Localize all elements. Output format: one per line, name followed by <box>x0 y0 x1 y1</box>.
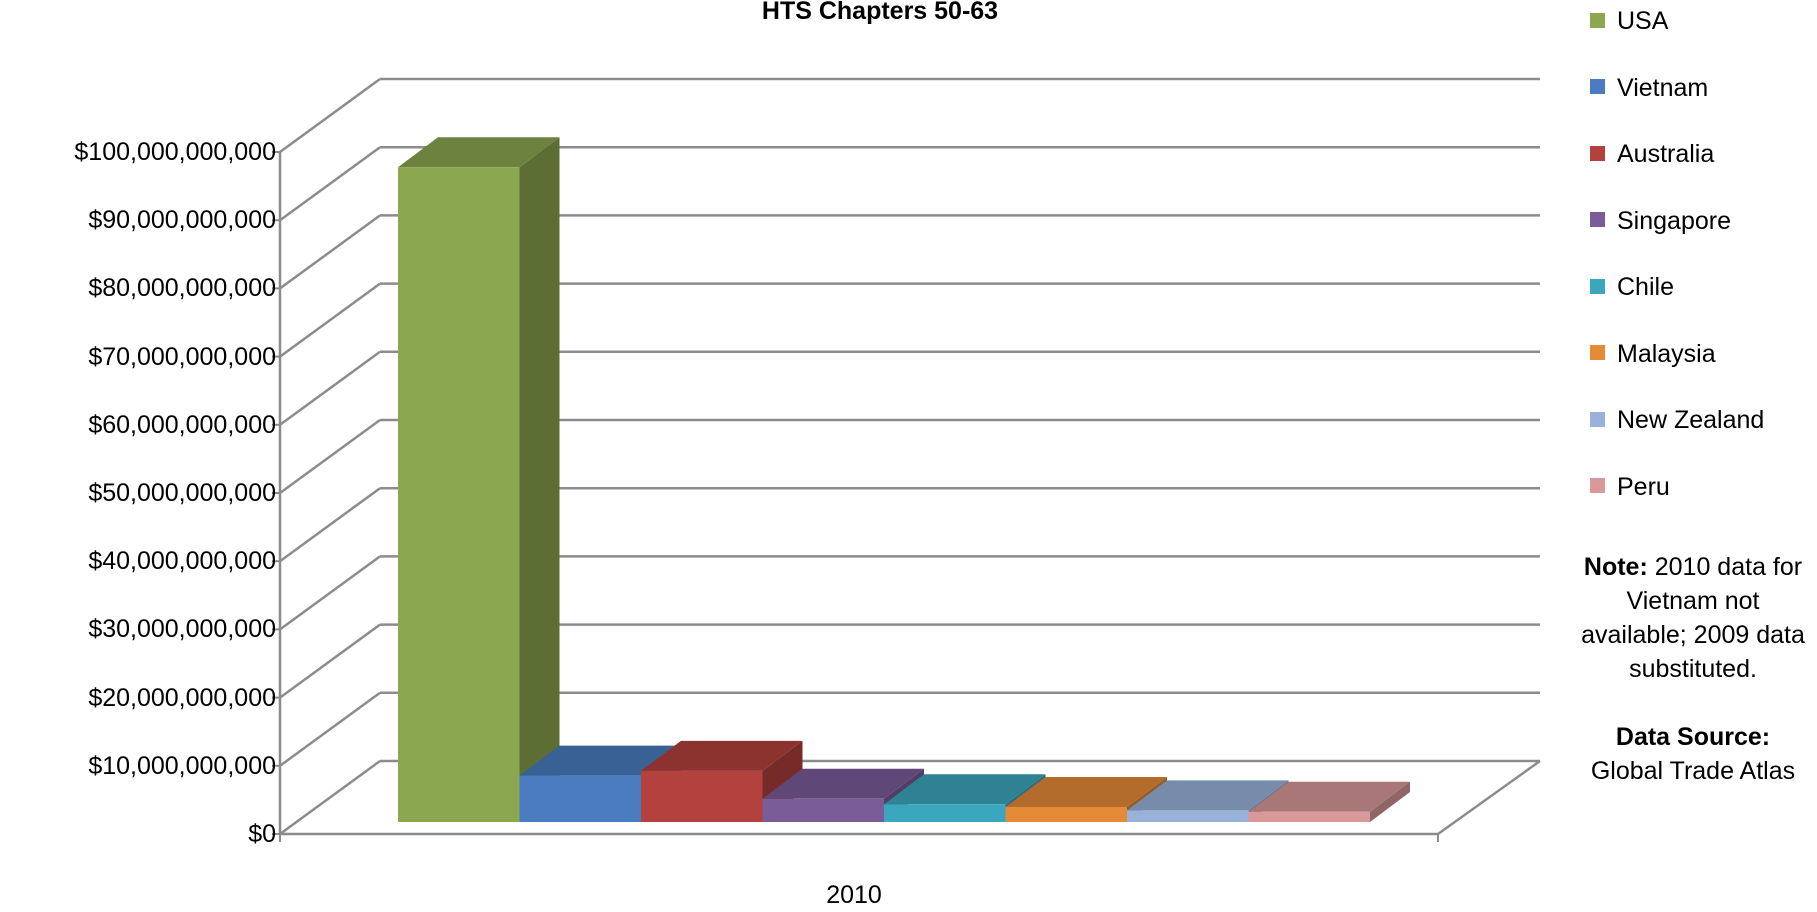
legend-item: Vietnam <box>1590 73 1708 103</box>
side-wall-gridline <box>279 487 381 563</box>
side-wall-gridline <box>279 418 381 495</box>
legend-swatch <box>1590 478 1605 494</box>
legend-item: Chile <box>1590 272 1674 302</box>
legend-item: Peru <box>1590 472 1670 502</box>
source-block: Data Source: Global Trade Atlas <box>1578 720 1808 788</box>
source-label: Data Source: <box>1615 723 1771 751</box>
bar-peru <box>1248 811 1370 822</box>
y-tick-label: $100,000,000,000 <box>74 138 276 166</box>
side-wall-gridline <box>279 691 381 767</box>
legend-label: Chile <box>1617 273 1674 301</box>
side-wall-gridline <box>279 623 381 699</box>
side-wall-gridline <box>279 350 381 426</box>
legend-label: USA <box>1617 7 1669 35</box>
bar-top-vietnam <box>519 745 681 776</box>
legend-item: USA <box>1590 6 1668 36</box>
legend-label: Peru <box>1617 472 1670 501</box>
y-tick-label: $90,000,000,000 <box>88 206 276 235</box>
bar-top-new-zealand <box>1127 780 1289 811</box>
legend-item: Singapore <box>1590 206 1731 236</box>
legend-label: Malaysia <box>1617 339 1716 368</box>
y-tick-label: $10,000,000,000 <box>88 751 276 780</box>
bar-top-malaysia <box>1005 776 1167 807</box>
legend-swatch <box>1590 411 1605 427</box>
bar-top-australia <box>641 740 803 771</box>
bar-usa <box>398 167 520 822</box>
side-wall-gridline <box>279 555 381 631</box>
x-axis-category-label: 2010 <box>826 881 882 909</box>
side-wall-gridline <box>279 759 381 836</box>
side-wall-gridline <box>279 282 381 358</box>
y-tick-label: $50,000,000,000 <box>88 479 276 507</box>
note-text: 2010 data for Vietnam not available; 200… <box>1581 553 1805 683</box>
legend-swatch <box>1590 278 1605 294</box>
legend-swatch <box>1590 345 1605 361</box>
y-tick-label: $40,000,000,000 <box>88 547 276 576</box>
side-wall-gridline <box>279 77 381 154</box>
y-tick-label: $60,000,000,000 <box>88 410 276 439</box>
legend-label: New Zealand <box>1617 406 1765 434</box>
chart-note: Note: 2010 data for Vietnam not availabl… <box>1578 550 1808 822</box>
bar-malaysia <box>1005 806 1127 822</box>
bar-side-usa <box>519 137 560 822</box>
legend-swatch <box>1590 79 1605 95</box>
y-tick-label: $0 <box>248 820 276 848</box>
bar-australia <box>641 770 763 822</box>
legend-swatch <box>1590 145 1605 161</box>
bar-top-usa <box>398 137 560 168</box>
legend-label: Vietnam <box>1617 73 1709 102</box>
bar-top-chile <box>884 774 1046 805</box>
legend-swatch <box>1590 12 1605 28</box>
bar-singapore <box>762 798 884 822</box>
legend-item: Australia <box>1590 139 1714 169</box>
bar-top-singapore <box>762 768 924 799</box>
chart-title: HTS Chapters 50-63 <box>761 0 999 25</box>
y-tick-label: $70,000,000,000 <box>88 342 276 371</box>
y-tick-label: $30,000,000,000 <box>88 615 276 644</box>
bar-vietnam <box>519 775 641 822</box>
y-tick-label: $80,000,000,000 <box>88 274 276 303</box>
legend-item: New Zealand <box>1590 405 1764 435</box>
legend-label: Australia <box>1617 140 1715 168</box>
side-wall-gridline <box>279 146 381 222</box>
bar-new-zealand <box>1127 810 1249 822</box>
y-tick-label: $20,000,000,000 <box>88 683 276 712</box>
legend-item: Malaysia <box>1590 339 1716 369</box>
side-wall-gridline <box>279 214 381 290</box>
note-block: Note: 2010 data for Vietnam not availabl… <box>1578 550 1808 686</box>
floor-right-edge <box>1437 759 1541 836</box>
bar-chile <box>884 804 1006 822</box>
note-label: Note: <box>1583 553 1648 581</box>
bar-side-peru <box>1370 781 1410 822</box>
legend-label: Singapore <box>1617 206 1731 235</box>
legend-swatch <box>1590 212 1605 228</box>
bar-top-peru <box>1248 781 1410 812</box>
source-text: Global Trade Atlas <box>1590 757 1796 785</box>
